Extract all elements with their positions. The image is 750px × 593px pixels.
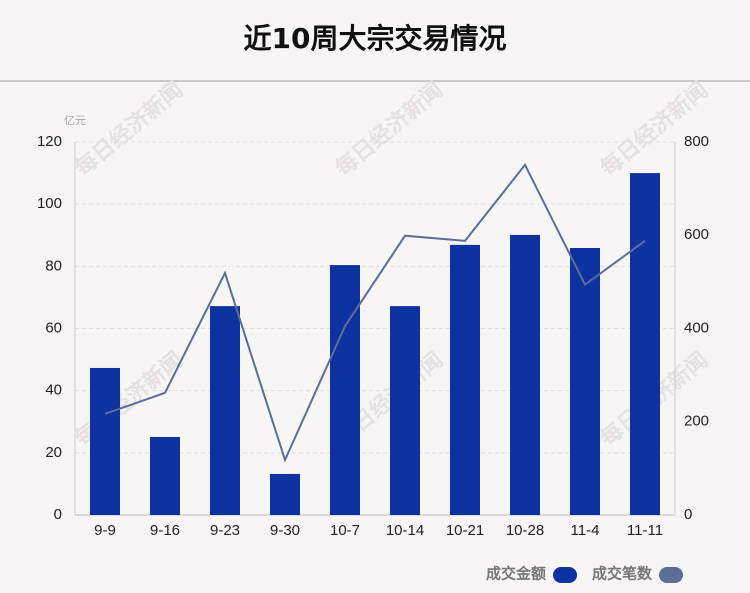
bar xyxy=(90,367,120,515)
x-tick-label: 11-11 xyxy=(627,522,663,539)
legend-swatch xyxy=(553,567,577,583)
y-tick-label: 100 xyxy=(37,195,62,212)
bar xyxy=(150,436,180,515)
x-tick-label: 11-4 xyxy=(571,522,600,539)
bar xyxy=(390,306,420,515)
bar xyxy=(510,234,540,516)
y2-tick-label: 600 xyxy=(684,226,709,243)
y-tick-label: 120 xyxy=(37,133,62,150)
bar xyxy=(210,306,240,515)
line xyxy=(104,162,646,463)
y-tick-label: 20 xyxy=(45,444,62,461)
y-unit: 亿元 xyxy=(64,114,86,127)
y2-tick-label: 400 xyxy=(684,319,709,336)
x-tick-label: 9-9 xyxy=(94,522,116,539)
bar xyxy=(270,473,300,515)
x-tick-label: 9-16 xyxy=(150,522,180,539)
legend-label: 成交笔数 xyxy=(592,565,653,583)
y-tick-label: 40 xyxy=(45,382,62,399)
y-tick-label: 60 xyxy=(45,319,62,336)
legend-swatch xyxy=(659,567,683,583)
x-tick-label: 10-28 xyxy=(506,522,544,539)
legend-label: 成交金额 xyxy=(486,565,546,583)
y2-tick-label: 200 xyxy=(684,413,709,430)
bar xyxy=(570,247,600,515)
x-tick-label: 9-30 xyxy=(270,522,300,539)
x-tick-label: 10-14 xyxy=(386,522,424,539)
x-tick-label: 9-23 xyxy=(210,522,240,539)
bar xyxy=(330,265,360,515)
bar xyxy=(630,173,660,516)
y-tick-label: 0 xyxy=(54,506,62,523)
y2-tick-label: 800 xyxy=(684,133,709,150)
y2-tick-label: 0 xyxy=(684,506,692,523)
bar xyxy=(450,244,480,515)
y-tick-label: 80 xyxy=(45,257,62,274)
chart-title: 近10周大宗交易情况 xyxy=(244,22,507,55)
x-tick-label: 10-21 xyxy=(446,522,484,539)
x-tick-label: 10-7 xyxy=(330,522,360,539)
